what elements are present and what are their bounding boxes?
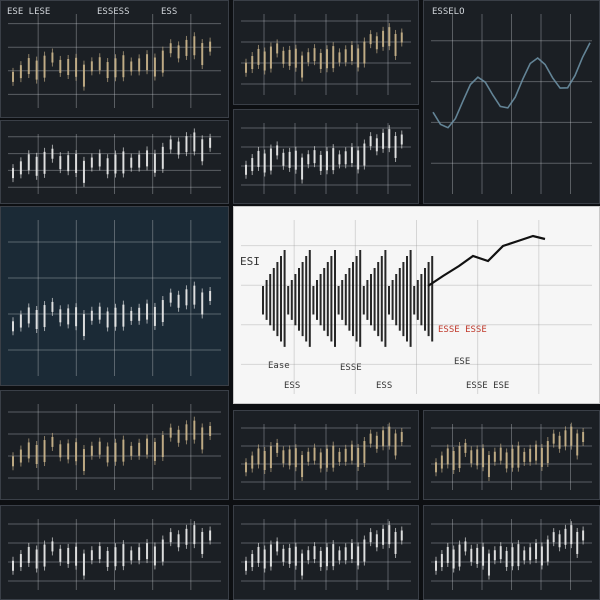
panel-label: ESE [454,357,471,367]
panel-label: ESSE ESSE [438,325,487,335]
panel-title: ESSELO [432,7,465,17]
panel-label: ESSE ESE [466,381,510,391]
chart-panel-1[interactable]: ESE LESE ESSESS ESS [0,0,229,118]
panel-label: ESS [376,381,393,391]
series-line [427,234,546,287]
chart-panel-7[interactable]: ESI Ease ESSE ESS ESS ESE ESSE ESSE ESSE… [233,206,600,404]
chart-panel-6[interactable] [0,206,229,386]
panel-title: ESS [161,7,178,17]
panel-label: ESS [284,381,301,391]
panel-label: Ease [268,361,290,371]
panel-label: ESSE [340,363,362,373]
panel-title: ESE LESE [7,7,51,17]
panel-marker: ESI [240,255,260,268]
panel-title: ESSESS [97,7,130,17]
series-line [432,42,591,129]
